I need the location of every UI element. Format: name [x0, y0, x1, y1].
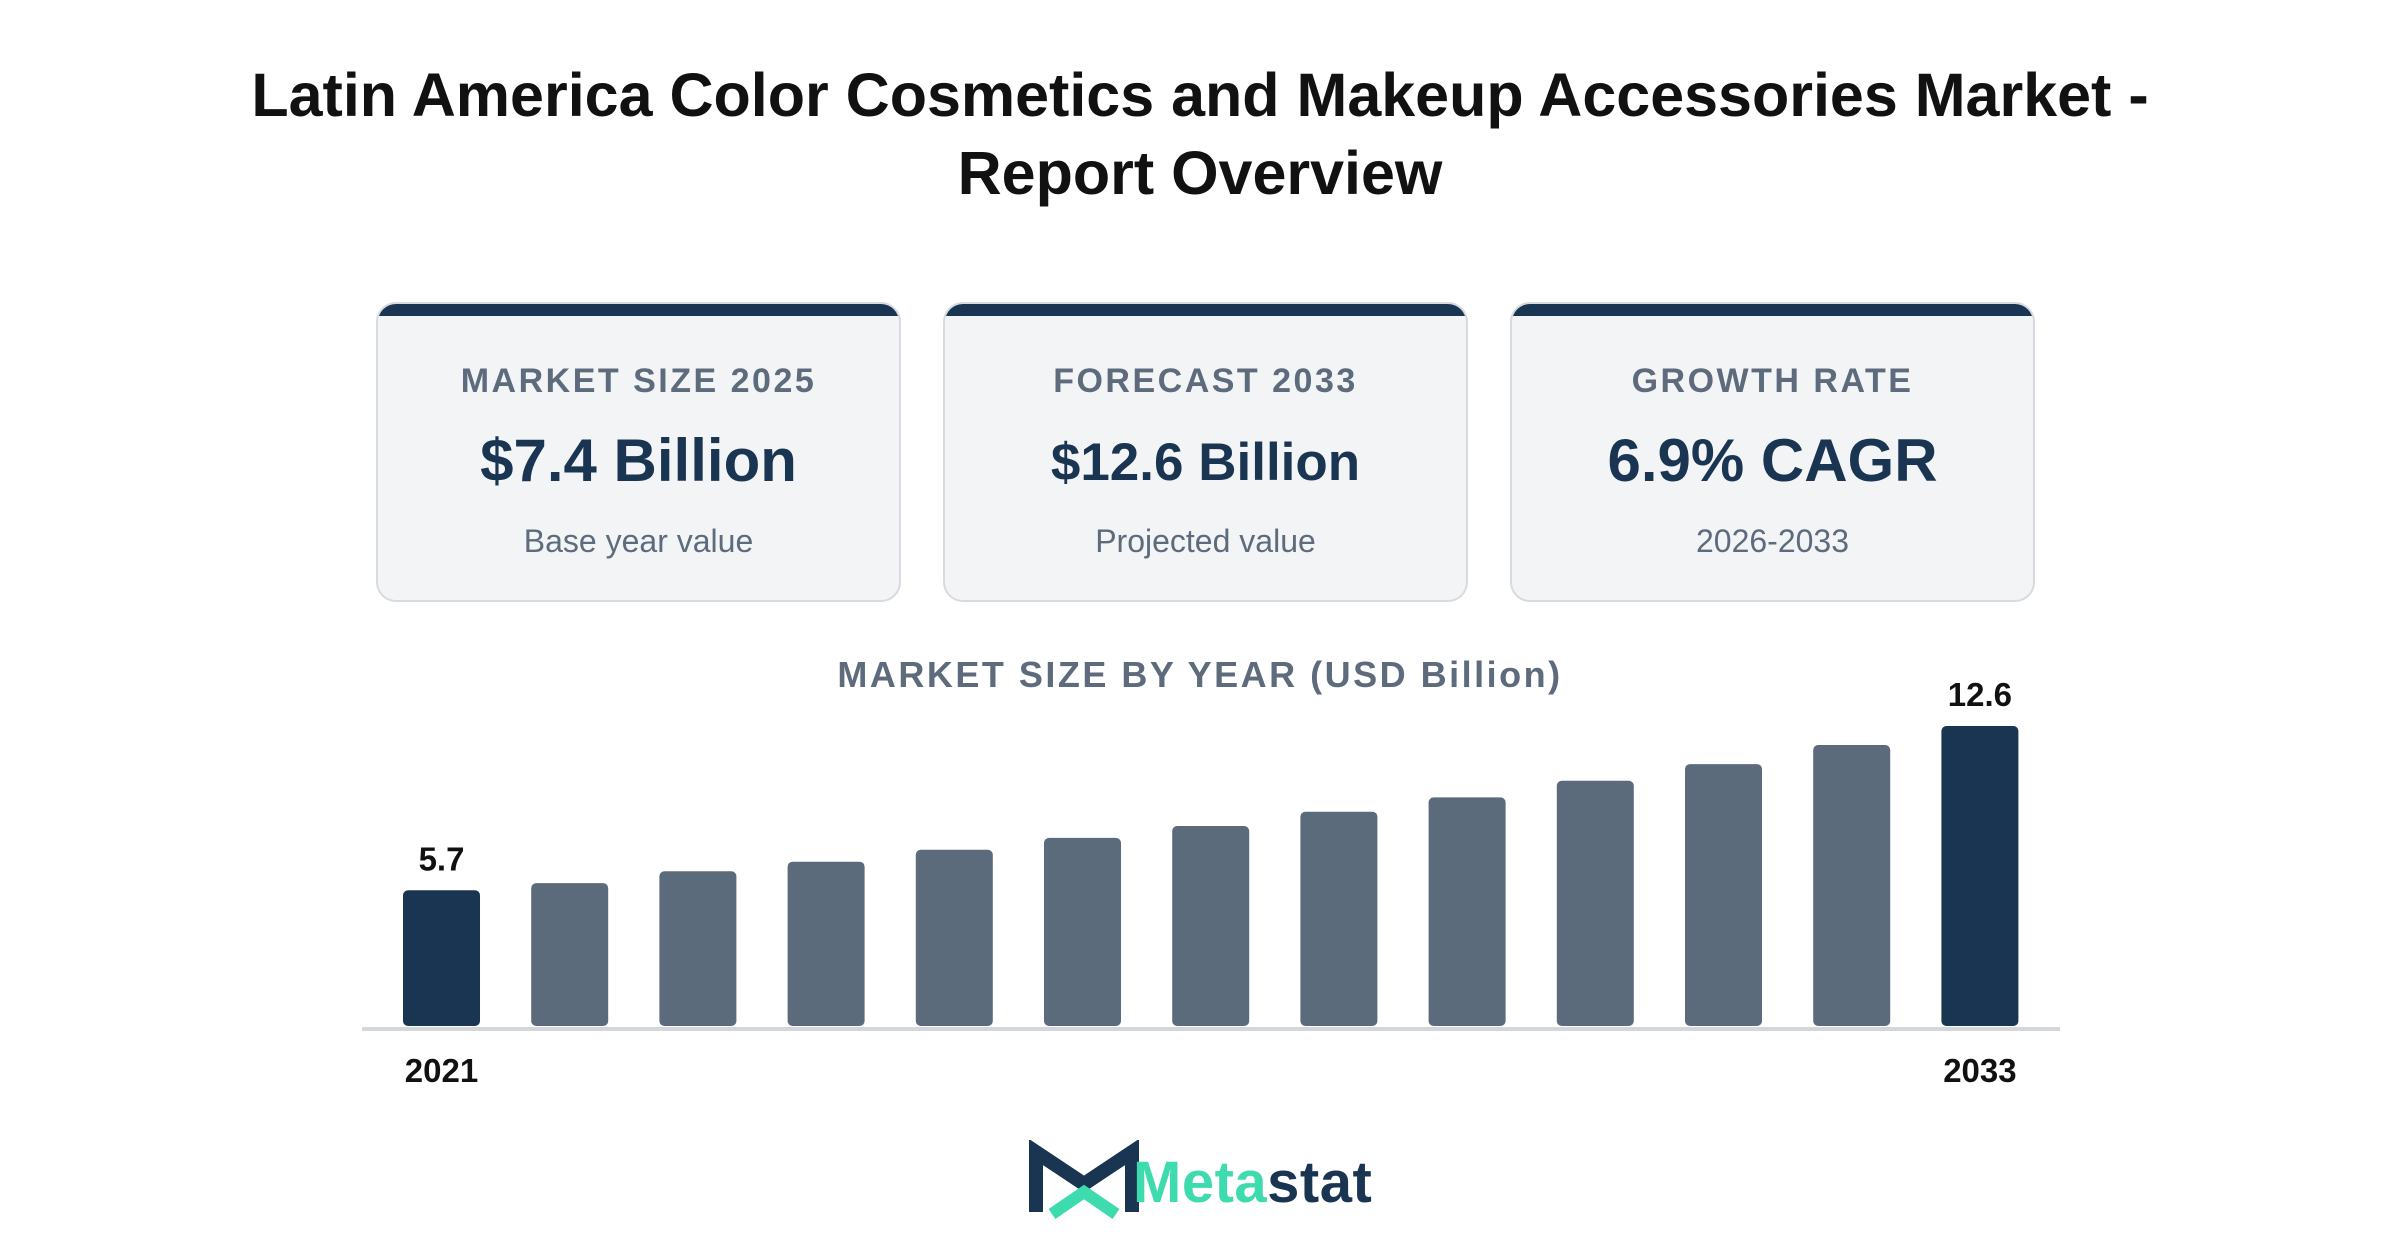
bar-2023 — [659, 871, 737, 1026]
bar-2029 — [1428, 797, 1506, 1026]
brand-name-part-1: Meta — [1133, 1150, 1268, 1215]
card-accent-bar — [1512, 304, 2033, 316]
market-size-card: MARKET SIZE 2025 $7.4 Billion Base year … — [376, 302, 901, 602]
x-tick-label-2021: 2021 — [405, 1052, 478, 1089]
chart-title: MARKET SIZE BY YEAR (USD Billion) — [837, 654, 1563, 695]
card-value: $12.6 Billion — [1050, 433, 1361, 492]
card-label: FORECAST 2033 — [1053, 362, 1358, 400]
growth-rate-card: GROWTH RATE 6.9% CAGR 2026-2033 — [1510, 302, 2035, 602]
card-label: GROWTH RATE — [1631, 362, 1914, 400]
bar-2026 — [1044, 837, 1121, 1026]
card-accent-bar — [378, 304, 899, 316]
bar-2031 — [1685, 764, 1762, 1026]
bar-2030 — [1556, 780, 1634, 1026]
page-title-line-2: Report Overview — [957, 139, 1443, 207]
bar-2027 — [1172, 826, 1250, 1026]
card-subtitle: Projected value — [1095, 523, 1316, 559]
card-value: $7.4 Billion — [480, 427, 797, 494]
page-title-line-1: Latin America Color Cosmetics and Makeup… — [251, 61, 2149, 129]
value-label-2021: 5.7 — [419, 840, 465, 877]
card-label: MARKET SIZE 2025 — [460, 362, 817, 400]
brand-name-part-2: stat — [1267, 1150, 1373, 1215]
bar-2024 — [787, 861, 865, 1026]
bar-2022 — [531, 883, 609, 1026]
card-value: 6.9% CAGR — [1607, 427, 1938, 494]
bar-2028 — [1300, 811, 1378, 1026]
forecast-card: FORECAST 2033 $12.6 Billion Projected va… — [943, 302, 1468, 602]
bar-2025 — [915, 849, 993, 1026]
bar-2021 — [403, 890, 480, 1026]
metastat-wordmark: Metastat — [1133, 1148, 1372, 1218]
page-title: Latin America Color Cosmetics and Makeup… — [150, 56, 2250, 212]
card-subtitle: 2026-2033 — [1695, 523, 1850, 559]
x-tick-label-2033: 2033 — [1943, 1052, 2016, 1089]
bar-2032 — [1813, 745, 1891, 1026]
value-label-2033: 12.6 — [1948, 676, 2012, 713]
bar-2033 — [1941, 726, 2019, 1026]
card-accent-bar — [945, 304, 1466, 316]
metastat-logo-icon — [1029, 1140, 1139, 1219]
card-subtitle: Base year value — [523, 523, 754, 559]
